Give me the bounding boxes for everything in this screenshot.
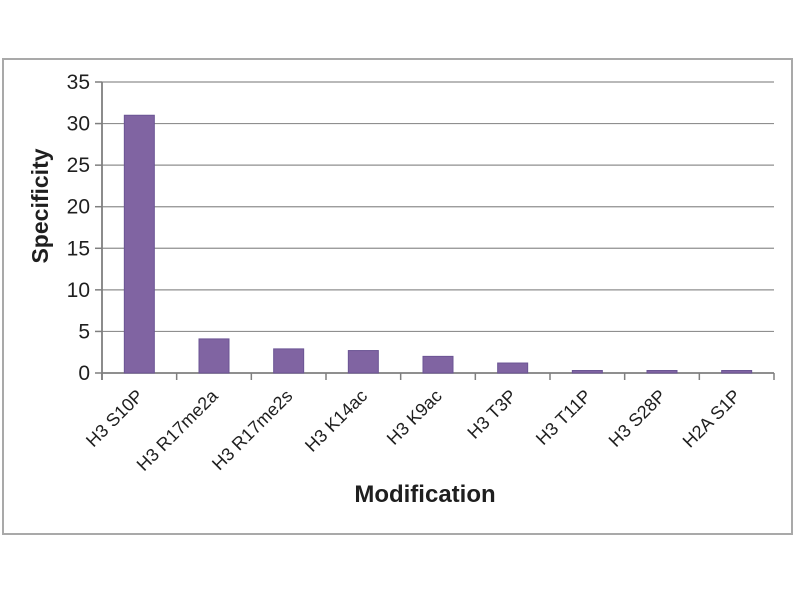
y-axis-title: Specificity: [27, 148, 53, 264]
y-tick-label: 10: [67, 279, 90, 302]
y-tick-label: 20: [67, 196, 90, 219]
y-tick-label: 5: [78, 320, 90, 343]
bar: [646, 370, 678, 374]
y-tick-label: 0: [78, 362, 90, 385]
y-tick-label: 30: [67, 113, 90, 136]
bar: [497, 362, 529, 374]
category-label: H3 T11P: [532, 386, 595, 449]
category-label: H3 S28P: [605, 386, 670, 451]
bar: [123, 114, 155, 374]
bar: [422, 355, 454, 374]
x-axis-title: Modification: [354, 481, 496, 508]
y-tick-label: 15: [67, 237, 90, 260]
bar: [571, 370, 603, 374]
category-label: H3 K14ac: [301, 386, 371, 456]
category-label: H3 T3P: [463, 386, 520, 443]
bar: [347, 350, 379, 374]
category-label: H3 S10P: [82, 386, 147, 451]
category-label: H3 R17me2s: [208, 386, 296, 474]
bar: [273, 348, 305, 374]
bar: [721, 370, 753, 374]
y-tick-label: 25: [67, 154, 90, 177]
category-label: H3 K9ac: [383, 386, 446, 449]
y-tick-label: 35: [67, 71, 90, 94]
bar: [198, 338, 230, 374]
category-label: H2A S1P: [679, 386, 745, 452]
chart-frame: 0 5 10 15 20 25 30 35 H3 S10P H3 R17me2a H3 R17me2…: [2, 58, 793, 535]
